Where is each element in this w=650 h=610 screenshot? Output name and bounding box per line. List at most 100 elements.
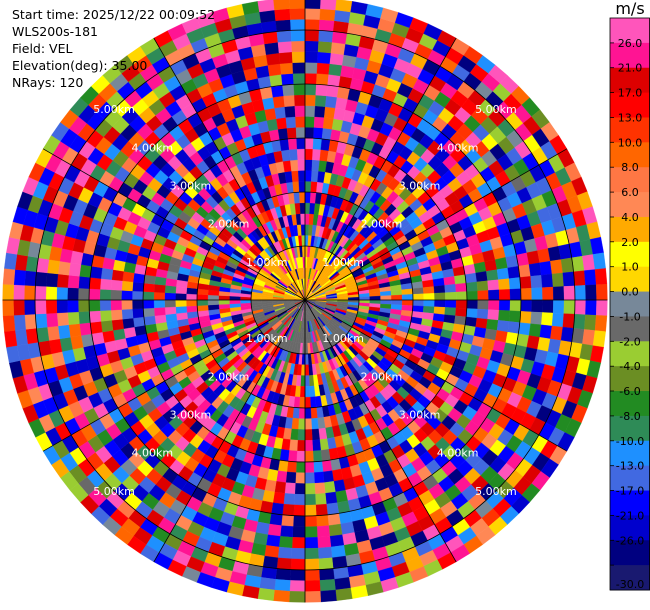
velocity-cell (325, 491, 338, 505)
velocity-cell (300, 224, 306, 236)
velocity-cell (304, 213, 310, 225)
velocity-cell (304, 0, 321, 9)
velocity-cell (56, 299, 68, 314)
velocity-cell (274, 8, 291, 21)
velocity-cell (528, 262, 542, 277)
velocity-cell (264, 545, 280, 558)
velocity-cell (285, 471, 297, 484)
velocity-cell (278, 536, 293, 549)
velocity-cell (301, 235, 306, 247)
velocity-cell (295, 472, 306, 484)
colorbar-tick-label: -13.0 (616, 460, 644, 473)
velocity-cell (304, 569, 320, 581)
velocity-cell (509, 288, 522, 301)
velocity-cell (286, 460, 297, 473)
colorbar-tick-label: 10.0 (618, 136, 643, 149)
velocity-cell (99, 278, 112, 290)
velocity-cell (319, 579, 336, 592)
velocity-cell (294, 483, 306, 495)
velocity-cell (455, 299, 468, 309)
velocity-cell (291, 170, 299, 183)
velocity-cell (277, 546, 293, 559)
velocity-cell (304, 137, 314, 150)
velocity-cell (519, 276, 532, 289)
velocity-cell (315, 493, 327, 506)
velocity-cell (289, 8, 306, 20)
velocity-cell (412, 287, 424, 295)
velocity-cell (284, 482, 296, 495)
velocity-cell (111, 269, 124, 281)
velocity-cell (423, 293, 435, 301)
velocity-cell (277, 41, 293, 54)
velocity-cell (498, 299, 511, 311)
velocity-cell (2, 268, 16, 285)
velocity-cell (79, 322, 92, 336)
colorbar-tick-label: -4.0 (619, 360, 640, 373)
velocity-cell (304, 407, 312, 419)
velocity-cell (164, 306, 177, 315)
velocity-cell (186, 305, 198, 313)
velocity-cell (165, 313, 178, 323)
velocity-cell (594, 315, 608, 332)
velocity-cell (88, 299, 101, 312)
range-ring-label: 1.00km (246, 332, 288, 345)
velocity-cell (299, 191, 306, 204)
velocity-cell (207, 299, 219, 306)
velocity-cell (541, 312, 554, 327)
velocity-cell (484, 259, 498, 272)
velocity-cell (142, 299, 155, 309)
velocity-cell (498, 289, 511, 301)
instrument-name: WLS200s-181 (12, 24, 98, 39)
velocity-cell (585, 299, 597, 316)
range-ring-label: 3.00km (170, 409, 212, 422)
velocity-cell (99, 310, 112, 322)
velocity-cell (445, 291, 457, 301)
velocity-cell (289, 439, 298, 452)
velocity-cell (542, 299, 554, 314)
velocity-cell (326, 502, 339, 515)
velocity-cell (295, 127, 306, 139)
range-ring-label: 1.00km (246, 256, 288, 269)
velocity-cell (164, 285, 177, 294)
velocity-cell (433, 285, 446, 294)
colorbar-tick-label: 4.0 (621, 211, 639, 224)
velocity-cell (196, 299, 209, 306)
velocity-cell (175, 306, 188, 314)
velocity-cell (78, 311, 91, 324)
velocity-cell (47, 259, 60, 275)
velocity-cell (347, 297, 360, 301)
velocity-cell (289, 0, 306, 9)
velocity-cell (498, 278, 511, 290)
velocity-cell (298, 407, 306, 419)
velocity-cell (304, 148, 314, 160)
velocity-cell (292, 526, 306, 538)
velocity-cell (304, 483, 316, 495)
colorbar-title: m/s (615, 0, 645, 18)
colorbar-tick-label: -17.0 (616, 485, 644, 498)
velocity-cell (207, 294, 219, 301)
velocity-cell (328, 63, 343, 77)
velocity-cell (443, 276, 456, 286)
velocity-cell (455, 282, 467, 293)
velocity-cell (317, 546, 333, 559)
velocity-cell (585, 284, 597, 301)
velocity-cell (518, 264, 531, 278)
velocity-cell (304, 450, 314, 463)
velocity-cell (121, 280, 134, 292)
velocity-cell (304, 547, 319, 560)
colorbar-tick-label: -26.0 (616, 534, 644, 547)
velocity-cell (312, 138, 323, 150)
velocity-cell (520, 299, 532, 313)
velocity-cell (281, 149, 291, 162)
velocity-cell (563, 299, 576, 315)
velocity-cell (466, 299, 478, 310)
velocity-cell (250, 299, 263, 303)
velocity-cell (218, 295, 230, 301)
velocity-cell (298, 418, 306, 430)
velocity-cell (541, 273, 554, 288)
velocity-cell (304, 375, 310, 387)
velocity-cell (277, 127, 289, 141)
velocity-cell (311, 170, 319, 183)
velocity-cell (433, 306, 446, 315)
velocity-cell (327, 74, 341, 87)
